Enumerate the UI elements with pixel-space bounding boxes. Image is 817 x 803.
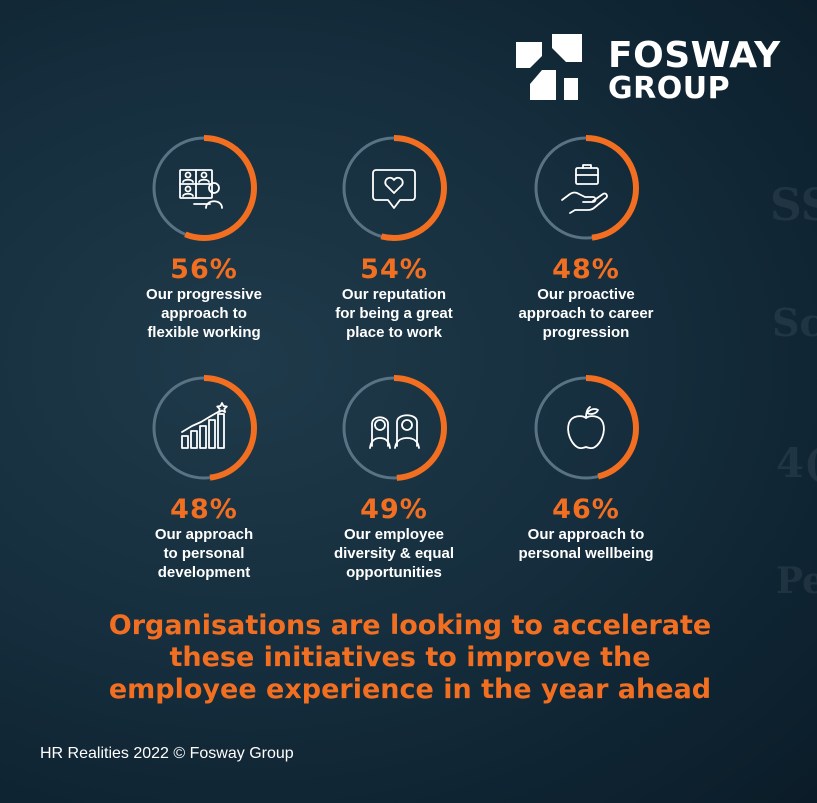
logo-wordmark-line1: FOSWAY — [608, 35, 781, 76]
stat-item: 54% Our reputation for being a great pla… — [299, 134, 489, 342]
stat-percent: 46% — [552, 494, 620, 525]
video-meeting-icon — [179, 169, 223, 209]
heart-speech-bubble-icon — [372, 169, 416, 209]
logo-wordmark-line2: GROUP — [608, 71, 731, 106]
headline-line: Organisations are looking to accelerate — [108, 610, 712, 641]
headline-line: these initiatives to improve the — [169, 642, 651, 673]
ring-progress-arc — [533, 375, 639, 481]
growth-chart-star-icon — [181, 402, 228, 449]
background-text: 4( — [776, 440, 817, 487]
stat-percent: 49% — [360, 494, 428, 525]
background-text: Pe — [776, 560, 817, 602]
stat-item: 48% Our proactive approach to career pro… — [491, 134, 681, 342]
stat-label: Our approach to personal development — [154, 526, 254, 581]
progress-ring — [150, 374, 258, 482]
stat-percent: 54% — [360, 254, 428, 285]
ring-progress-arc — [341, 375, 447, 481]
stat-percent: 56% — [170, 254, 238, 285]
ring-progress-arc — [533, 135, 639, 241]
progress-ring — [340, 374, 448, 482]
footer-copyright: HR Realities 2022 © Fosway Group — [40, 745, 294, 762]
stat-percent: 48% — [170, 494, 238, 525]
stat-label: Our progressive approach to flexible wor… — [146, 286, 262, 341]
ring-progress-arc — [151, 135, 257, 241]
stat-label: Our reputation for being a great place t… — [335, 286, 453, 341]
progress-ring — [340, 134, 448, 242]
stat-item: 56% Our progressive approach to flexible… — [109, 134, 299, 342]
background-text: SS — [770, 180, 817, 231]
logo-mark-icon — [516, 34, 582, 100]
stat-item: 48% Our approach to personal development — [109, 374, 299, 582]
ring-progress-arc — [151, 375, 257, 481]
progress-ring — [532, 134, 640, 242]
stat-label: Our proactive approach to career progres… — [518, 286, 654, 341]
stat-label: Our employee diversity & equal opportuni… — [333, 526, 455, 581]
apple-icon — [567, 406, 605, 450]
progress-ring — [150, 134, 258, 242]
stat-label: Our approach to personal wellbeing — [518, 526, 654, 562]
headline-line: employee experience in the year ahead — [108, 674, 712, 705]
stats-grid: 56% Our progressive approach to flexible… — [109, 134, 681, 582]
progress-ring — [532, 374, 640, 482]
diverse-people-icon — [369, 414, 420, 449]
stat-item: 46% Our approach to personal wellbeing — [491, 374, 681, 563]
background-text: Sc — [772, 300, 817, 345]
ring-progress-arc — [341, 135, 447, 241]
stat-percent: 48% — [552, 254, 620, 285]
stat-item: 49% Our employee diversity & equal oppor… — [299, 374, 489, 582]
headline: Organisations are looking to accelerate … — [60, 610, 760, 706]
fosway-logo: FOSWAY GROUP — [516, 34, 780, 106]
hand-briefcase-icon — [561, 164, 608, 214]
